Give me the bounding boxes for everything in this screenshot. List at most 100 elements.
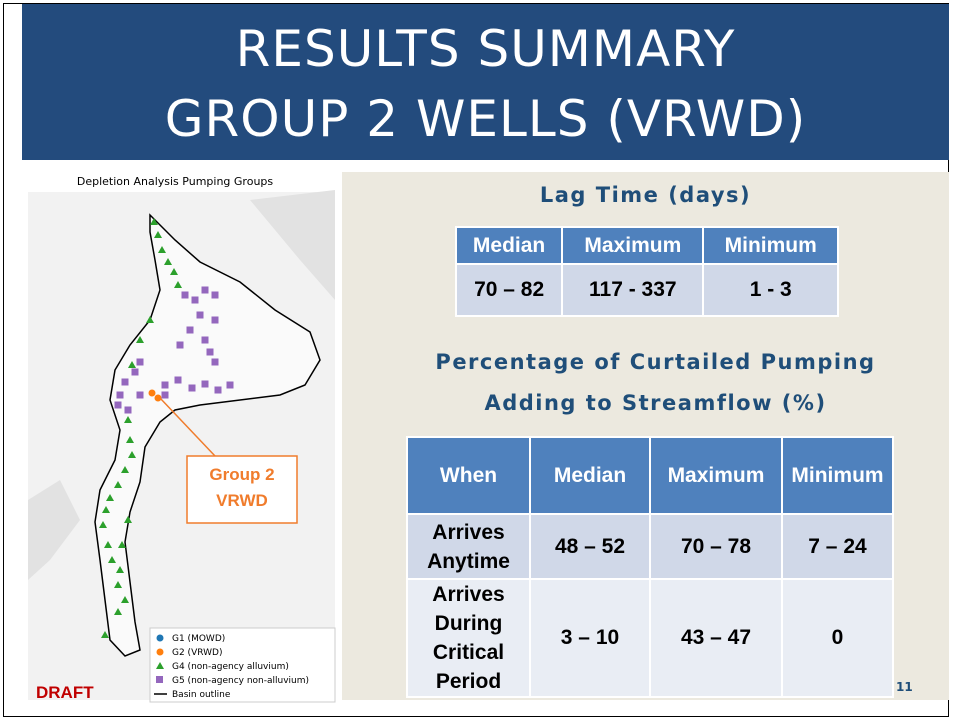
well-marker — [148, 389, 156, 397]
well-marker — [211, 316, 219, 324]
well-marker — [118, 541, 126, 548]
row-label-line: Period — [435, 670, 502, 693]
row-label-line: Critical — [432, 641, 505, 664]
header-cell: Median — [454, 226, 564, 265]
legend-label: Basin outline — [172, 690, 231, 700]
well-marker — [102, 506, 110, 513]
title-banner — [22, 4, 949, 160]
well-marker — [106, 494, 114, 501]
cell: 43 – 47 — [649, 578, 783, 698]
well-marker — [181, 291, 189, 299]
cell: 48 – 52 — [529, 513, 651, 580]
well-marker — [136, 336, 144, 343]
well-marker — [154, 394, 162, 402]
well-marker — [174, 281, 182, 288]
well-marker — [161, 381, 169, 389]
row-label-line: Anytime — [427, 549, 510, 573]
well-marker — [164, 258, 172, 265]
well-marker — [131, 368, 139, 376]
row-label-line: Arrives — [432, 583, 505, 606]
well-marker — [114, 581, 122, 588]
well-marker — [114, 481, 122, 488]
header-cell: Minimum — [781, 436, 894, 515]
map: Depletion Analysis Pumping Groups Group … — [28, 175, 336, 703]
well-marker — [201, 380, 209, 388]
basin-outline — [94, 213, 321, 657]
curtailed-table: When Median Maximum Minimum Arrives Anyt… — [406, 436, 894, 698]
page-number: 11 — [896, 680, 913, 694]
wells — [99, 218, 234, 638]
legend-box — [149, 627, 336, 703]
terrain — [28, 190, 335, 580]
well-marker — [116, 566, 124, 573]
legend-marker — [156, 676, 163, 683]
well-marker — [201, 336, 209, 344]
well-marker — [211, 291, 219, 299]
legend-label: G1 (MOWD) — [172, 634, 225, 644]
cell: 117 - 337 — [561, 263, 705, 317]
cell: 3 – 10 — [529, 578, 651, 698]
well-marker — [191, 296, 199, 304]
well-marker — [121, 596, 129, 603]
section-title: Adding to Streamflow (%) — [484, 391, 827, 415]
legend-label: G2 (VRWD) — [172, 648, 222, 658]
well-marker — [108, 556, 116, 563]
well-marker — [176, 341, 184, 349]
well-marker — [101, 631, 109, 638]
well-marker — [150, 218, 158, 225]
cell: 0 — [781, 578, 894, 698]
legend-marker — [156, 634, 164, 642]
well-marker — [128, 451, 136, 458]
well-marker — [146, 316, 154, 323]
well-marker — [124, 516, 132, 523]
well-marker — [124, 406, 132, 414]
draft-stamp: DRAFT — [36, 683, 94, 702]
section-title: Percentage of Curtailed Pumping — [435, 350, 876, 374]
well-marker — [196, 311, 204, 319]
row-label: Arrives Anytime — [406, 513, 531, 580]
well-marker — [116, 391, 124, 399]
well-marker — [104, 541, 112, 548]
cell: 70 – 78 — [649, 513, 783, 580]
well-marker — [121, 378, 129, 386]
row-label-line: During — [434, 612, 503, 635]
map-title: Depletion Analysis Pumping Groups — [77, 175, 274, 188]
legend-label: G4 (non-agency alluvium) — [172, 662, 289, 672]
well-marker — [114, 401, 122, 409]
well-marker — [124, 416, 132, 423]
well-marker — [214, 386, 222, 394]
well-marker — [154, 231, 162, 238]
callout-text: Group 2 — [209, 465, 274, 484]
well-marker — [114, 608, 122, 615]
legend-marker — [156, 648, 164, 656]
legend-marker — [156, 662, 164, 669]
well-marker — [128, 361, 136, 368]
well-marker — [158, 246, 166, 253]
title-line: GROUP 2 WELLS (VRWD) — [164, 90, 807, 148]
well-marker — [136, 358, 144, 366]
well-marker — [226, 381, 234, 389]
header-cell: Median — [529, 436, 651, 515]
section-title: Lag Time (days) — [539, 183, 752, 207]
well-marker — [161, 391, 169, 399]
lag-table: Median Maximum Minimum 70 – 82 117 - 337… — [454, 226, 839, 317]
row-label: Arrives During Critical Period — [406, 578, 531, 698]
header-cell: Maximum — [561, 226, 705, 265]
callout-box — [186, 455, 298, 524]
header-cell: Minimum — [702, 226, 839, 265]
callout-line — [159, 397, 216, 457]
legend-label: G5 (non-agency non-alluvium) — [172, 676, 309, 686]
cell: 70 – 82 — [454, 263, 564, 317]
well-marker — [126, 436, 134, 443]
cell: 7 – 24 — [781, 513, 894, 580]
header-cell: Maximum — [649, 436, 783, 515]
well-marker — [136, 391, 144, 399]
well-marker — [206, 348, 214, 356]
cell: 1 - 3 — [702, 263, 839, 317]
title-line: RESULTS SUMMARY — [235, 20, 736, 78]
well-marker — [211, 358, 219, 366]
well-marker — [99, 521, 107, 528]
row-label-line: Arrives — [432, 520, 505, 544]
callout-text: VRWD — [216, 491, 268, 510]
